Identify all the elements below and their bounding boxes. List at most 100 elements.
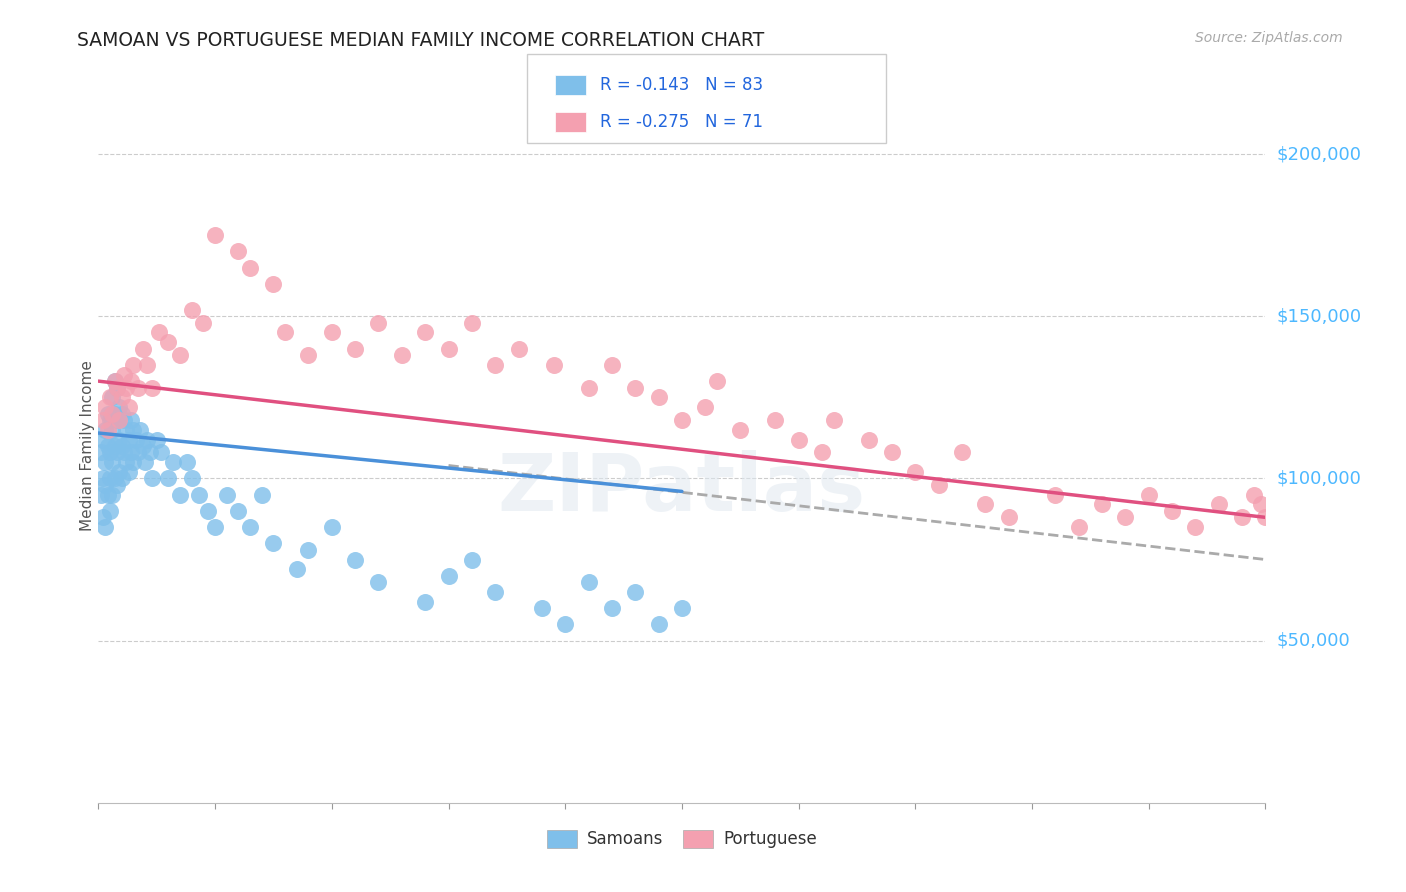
Point [101,390,124,404]
Point [461,316,484,330]
Point [285,562,308,576]
Point [97,423,120,437]
Point [215,488,238,502]
Point [695,400,717,414]
Point [108,433,131,447]
Point [321,520,343,534]
Point [101,488,124,502]
Point [94,520,117,534]
Text: SAMOAN VS PORTUGUESE MEDIAN FAMILY INCOME CORRELATION CHART: SAMOAN VS PORTUGUESE MEDIAN FAMILY INCOM… [77,31,765,50]
Point [125,433,148,447]
Point [91,413,114,427]
Point [1250,497,1272,511]
Point [115,423,138,437]
Point [204,228,226,243]
Point [297,348,319,362]
Point [104,374,127,388]
Point [91,510,114,524]
Point [98,504,121,518]
Point [367,575,389,590]
Point [543,358,565,372]
Point [90,488,112,502]
Point [484,585,506,599]
Point [391,348,413,362]
Text: R = -0.275   N = 71: R = -0.275 N = 71 [600,113,763,131]
Point [91,471,114,485]
Point [97,407,120,421]
Point [197,504,219,518]
Point [508,342,530,356]
Point [105,478,128,492]
Point [297,542,319,557]
Point [262,536,284,550]
Point [118,465,141,479]
Point [974,497,997,511]
Point [97,439,120,453]
Point [115,381,138,395]
Text: $150,000: $150,000 [1277,307,1361,326]
Point [98,471,121,485]
Point [122,423,145,437]
Point [108,465,131,479]
Point [413,595,436,609]
Point [141,471,163,485]
Point [671,601,693,615]
Point [112,445,135,459]
Point [578,381,600,395]
Point [139,445,162,459]
Legend: Samoans, Portuguese: Samoans, Portuguese [540,823,824,855]
Point [811,445,834,459]
Point [105,413,128,427]
Point [671,413,693,427]
Point [169,348,191,362]
Point [120,413,142,427]
Point [118,433,141,447]
Point [108,400,131,414]
Point [1091,497,1114,511]
Point [94,478,117,492]
Point [162,455,184,469]
Point [104,439,127,453]
Point [105,445,128,459]
Point [1045,488,1067,502]
Point [97,488,120,502]
Point [204,520,226,534]
Point [274,326,297,340]
Point [127,381,149,395]
Point [1161,504,1184,518]
Point [730,423,752,437]
Point [91,433,114,447]
Point [169,488,191,502]
Point [115,455,138,469]
Point [1067,520,1090,534]
Point [104,374,127,388]
Point [98,413,121,427]
Point [321,326,343,340]
Point [101,407,124,421]
Point [239,520,262,534]
Point [101,455,124,469]
Point [136,358,159,372]
Text: Source: ZipAtlas.com: Source: ZipAtlas.com [1195,31,1343,45]
Point [554,617,576,632]
Point [437,568,460,582]
Point [118,400,141,414]
Point [484,358,506,372]
Point [104,407,127,421]
Point [530,601,553,615]
Point [98,445,121,459]
Point [461,552,484,566]
Point [105,381,128,395]
Text: $100,000: $100,000 [1277,469,1361,487]
Point [132,439,155,453]
Point [624,585,647,599]
Point [111,439,134,453]
Point [647,390,669,404]
Point [94,455,117,469]
Point [1243,488,1265,502]
Point [127,445,149,459]
Point [141,381,163,395]
Point [111,390,134,404]
Point [129,423,152,437]
Point [157,471,180,485]
